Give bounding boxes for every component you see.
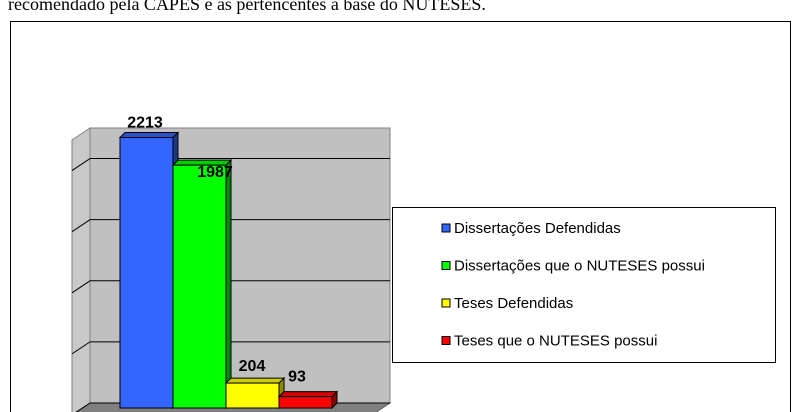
side-wall [71,127,91,412]
legend-label: Dissertações que o NUTESES possui [454,258,705,275]
data-label: 204 [239,358,266,375]
legend-swatch [441,223,451,233]
data-label: 1987 [197,164,233,181]
bar [172,164,227,409]
side-grid-line [71,280,91,294]
bar-top [277,391,339,398]
legend-swatch [441,298,451,308]
legend-label: Teses que o NUTESES possui [454,333,657,350]
legend-label: Teses Defendidas [454,295,573,312]
bar [278,396,333,409]
legend [392,207,776,363]
bar [225,382,280,409]
side-grid-line [71,341,91,355]
side-grid-line [75,402,91,412]
side-grid-line [71,219,91,233]
legend-swatch [441,261,451,270]
bar-top [118,132,180,139]
side-grid-line [71,158,91,171]
caption: recomendado pela CAPES e as pertencentes… [8,0,486,14]
bar-side [225,158,232,410]
data-label: 2213 [127,115,163,132]
bar-top [224,377,286,384]
legend-label: Dissertações Defendidas [454,220,621,237]
bar [119,137,174,409]
legend-swatch [441,336,451,345]
data-label: 93 [288,369,306,386]
